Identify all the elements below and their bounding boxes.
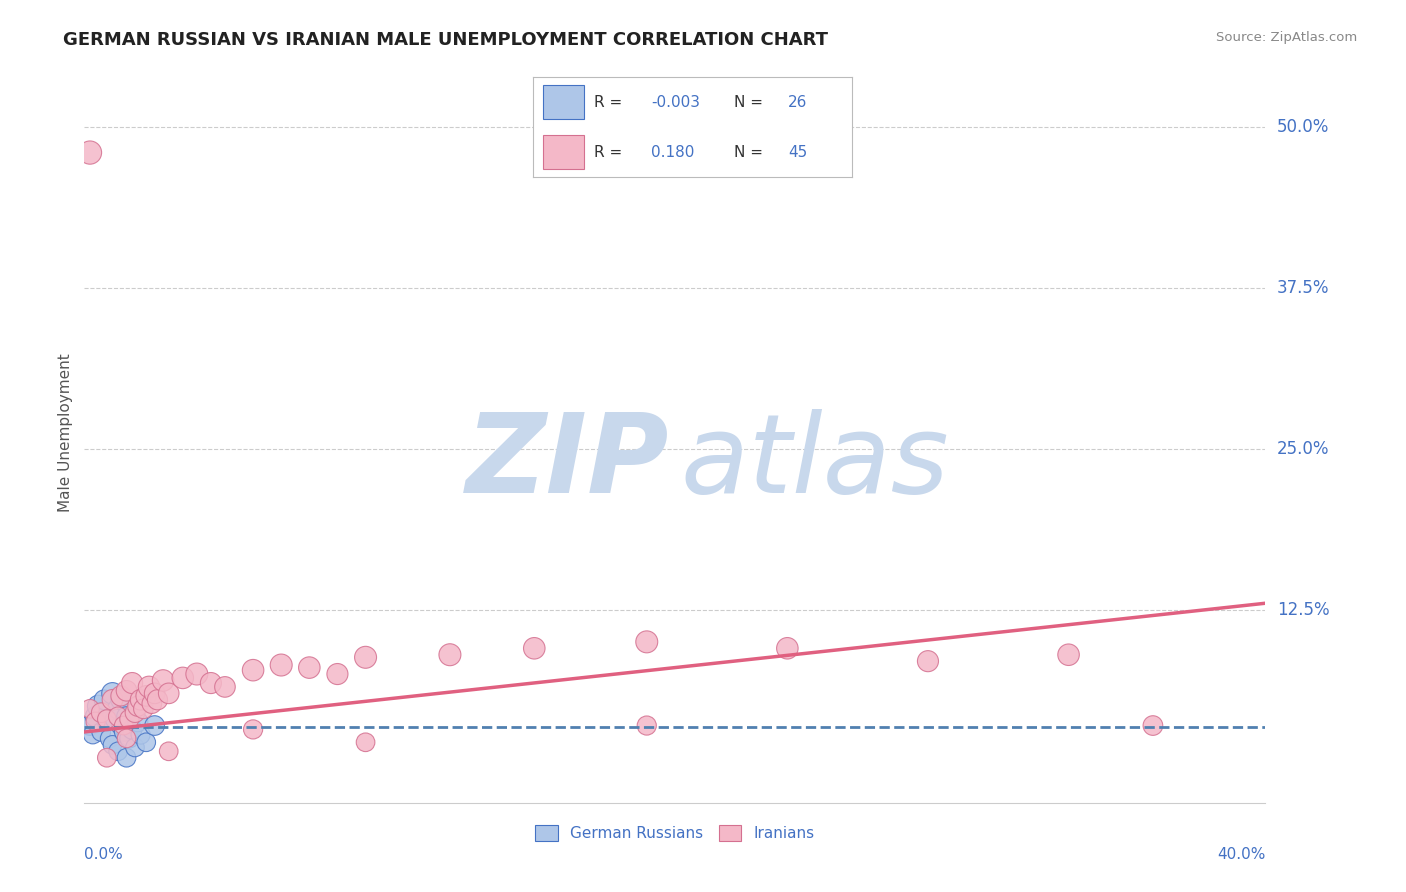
Point xyxy=(132,702,155,716)
Point xyxy=(129,727,152,741)
Legend: German Russians, Iranians: German Russians, Iranians xyxy=(529,819,821,847)
Point xyxy=(110,693,132,707)
Point xyxy=(84,709,107,723)
Point xyxy=(1057,648,1080,662)
Point xyxy=(439,648,461,662)
Point xyxy=(636,635,658,649)
Point xyxy=(1142,718,1164,732)
Point xyxy=(118,712,141,726)
Point xyxy=(101,693,124,707)
Point xyxy=(90,725,112,739)
Point xyxy=(101,686,124,700)
Point xyxy=(200,676,222,690)
Text: GERMAN RUSSIAN VS IRANIAN MALE UNEMPLOYMENT CORRELATION CHART: GERMAN RUSSIAN VS IRANIAN MALE UNEMPLOYM… xyxy=(63,31,828,49)
Point xyxy=(121,723,143,737)
Y-axis label: Male Unemployment: Male Unemployment xyxy=(58,353,73,512)
Point xyxy=(121,676,143,690)
Point xyxy=(112,725,135,739)
Point xyxy=(298,660,321,674)
Point xyxy=(93,693,115,707)
Point xyxy=(104,712,127,726)
Point xyxy=(776,641,799,656)
Point xyxy=(96,712,118,726)
Point xyxy=(354,650,377,665)
Point xyxy=(96,750,118,764)
Point xyxy=(115,709,138,723)
Point xyxy=(118,731,141,746)
Point xyxy=(115,731,138,746)
Point xyxy=(79,145,101,160)
Point xyxy=(79,702,101,716)
Point xyxy=(326,667,349,681)
Point xyxy=(127,699,149,714)
Point xyxy=(112,718,135,732)
Point xyxy=(354,735,377,749)
Point xyxy=(186,667,208,681)
Point xyxy=(124,706,146,720)
Point xyxy=(87,699,110,714)
Point xyxy=(107,702,129,716)
Point xyxy=(152,673,174,688)
Point xyxy=(124,740,146,755)
Point xyxy=(110,718,132,732)
Point xyxy=(143,718,166,732)
Text: 50.0%: 50.0% xyxy=(1277,118,1329,136)
Text: Source: ZipAtlas.com: Source: ZipAtlas.com xyxy=(1216,31,1357,45)
Text: atlas: atlas xyxy=(681,409,949,516)
Point xyxy=(242,663,264,677)
Point xyxy=(93,706,115,720)
Text: 40.0%: 40.0% xyxy=(1218,847,1265,863)
Point xyxy=(135,735,157,749)
Point xyxy=(84,714,107,729)
Text: 12.5%: 12.5% xyxy=(1277,600,1329,619)
Text: 0.0%: 0.0% xyxy=(84,847,124,863)
Point xyxy=(129,693,152,707)
Point xyxy=(115,683,138,698)
Text: ZIP: ZIP xyxy=(465,409,669,516)
Point xyxy=(270,658,292,673)
Point xyxy=(242,723,264,737)
Text: 37.5%: 37.5% xyxy=(1277,279,1329,297)
Point xyxy=(82,727,104,741)
Point xyxy=(157,686,180,700)
Point xyxy=(146,693,169,707)
Point xyxy=(157,744,180,758)
Point xyxy=(110,689,132,703)
Point xyxy=(523,641,546,656)
Point xyxy=(172,671,194,685)
Point xyxy=(90,706,112,720)
Point xyxy=(115,750,138,764)
Point xyxy=(107,744,129,758)
Point xyxy=(214,680,236,694)
Point xyxy=(127,714,149,729)
Point xyxy=(917,654,939,668)
Point xyxy=(141,697,163,711)
Point xyxy=(135,689,157,703)
Point xyxy=(143,686,166,700)
Point xyxy=(107,709,129,723)
Point xyxy=(79,718,101,732)
Point xyxy=(636,718,658,732)
Point xyxy=(138,680,160,694)
Point xyxy=(101,738,124,752)
Point xyxy=(96,714,118,729)
Text: 25.0%: 25.0% xyxy=(1277,440,1329,458)
Point xyxy=(98,731,121,746)
